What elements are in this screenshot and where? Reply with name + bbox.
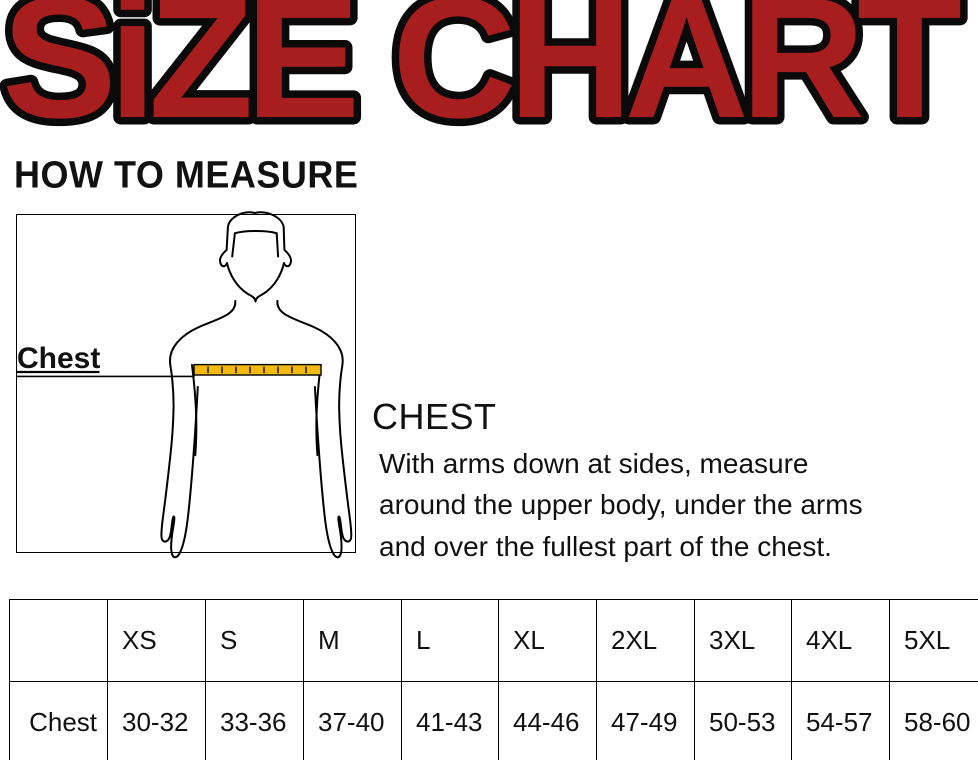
svg-text:SiZE CHART: SiZE CHART [2, 0, 961, 152]
svg-text:Chest: Chest [17, 342, 100, 375]
